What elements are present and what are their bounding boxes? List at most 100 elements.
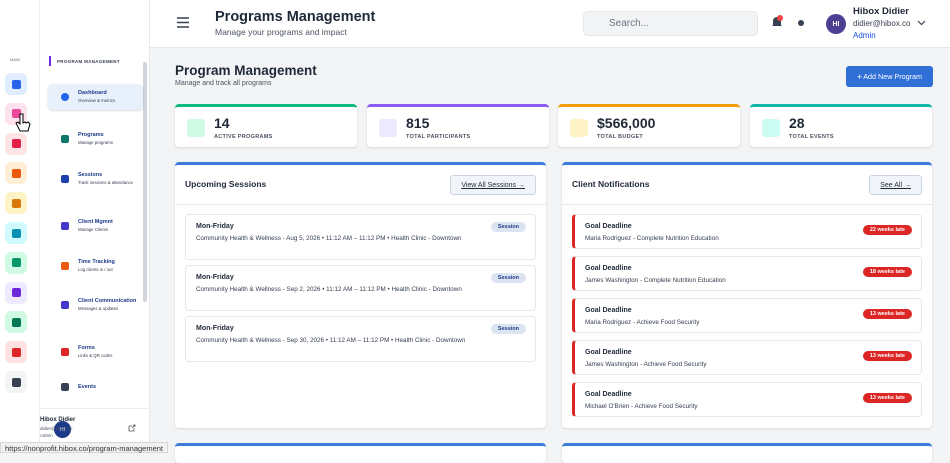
nav-title: Programs [78,132,104,138]
see-all-button[interactable]: See All → [869,175,922,195]
icon-rail: MAIN [0,0,40,453]
notification-title: Goal Deadline [585,349,632,356]
session-item[interactable]: Mon-Friday Community Health & Wellness - … [185,265,536,311]
nav-title: Dashboard [78,90,107,96]
user-name: Hibox Didier [853,6,909,17]
notification-detail: James Washington - Complete Nutrition Ed… [585,277,726,284]
rail-icon[interactable] [5,341,27,364]
nav-icon [61,92,69,101]
user-email: didier@hibox.co [40,426,73,431]
notification-title: Goal Deadline [585,265,632,272]
view-all-button[interactable]: View All Sessions → [450,175,536,195]
user-email: didier@hibox.co [853,19,911,28]
rail-icon[interactable] [5,311,27,334]
panel [175,443,546,463]
nav-title: Client Communication [78,298,137,304]
stat-label: TOTAL EVENTS [789,134,834,140]
user-role: Admin [40,433,53,438]
session-detail: Community Health & Wellness - Sep 2, 202… [196,286,462,293]
nav-item[interactable]: Dashboard Overview & metrics [48,84,143,110]
nav-icon [61,261,69,270]
notification-detail: Maria Rodriguez - Achieve Food Security [585,319,700,326]
rail-icon[interactable] [5,281,27,304]
nav-subtitle: Overview & metrics [78,98,116,103]
session-badge: Session [490,222,526,232]
notification-bell[interactable] [770,15,784,29]
stat-label: TOTAL PARTICIPANTS [406,134,471,140]
theme-toggle[interactable] [797,19,805,27]
plus-icon: + [857,71,863,82]
rail-icon[interactable] [5,222,27,244]
section-label: PROGRAM MANAGEMENT [57,59,120,64]
avatar[interactable]: HI [826,14,846,34]
session-item[interactable]: Mon-Friday Community Health & Wellness - … [185,316,536,362]
icon [11,228,21,238]
page-subtitle: Manage your programs and impact [215,27,347,37]
sessions-panel: Upcoming Sessions View All Sessions → Mo… [175,162,546,428]
notification-badge: 13 weeks late [862,393,912,403]
icon [11,258,21,268]
search-input[interactable]: Search... [583,11,758,36]
main-title: Program Management [175,63,317,78]
stat-value: 14 [214,115,230,131]
menu-toggle[interactable] [177,17,189,28]
rail-icon[interactable] [5,73,27,95]
icon [11,198,21,208]
notification-item: Goal Deadline Maria Rodriguez - Complete … [572,214,922,249]
nav-item[interactable]: Forms Links & QR codes [48,339,143,365]
rail-icon[interactable] [5,371,27,393]
notification-badge: 18 weeks late [862,267,912,277]
nav-item[interactable]: Time Tracking Log clients in / out [48,253,143,279]
sidebar-user: HI [40,408,150,453]
session-detail: Community Health & Wellness - Sep 30, 20… [196,337,466,344]
stat-label: ACTIVE PROGRAMS [214,134,273,140]
status-bar: https://nonprofit.hibox.co/program-manag… [0,442,169,453]
nav-item[interactable]: Programs Manage programs [48,126,143,152]
nav-icon [61,383,69,391]
add-program-button[interactable]: + Add New Program [846,66,933,87]
external-link-icon[interactable] [128,424,136,432]
user-name: Hibox Didier [40,417,76,423]
user-menu-caret[interactable] [917,20,926,26]
nav-subtitle: Messages & updates [78,306,119,311]
notification-item: Goal Deadline Michael O'Brien - Achieve F… [572,382,922,417]
user-role: Admin [853,31,876,40]
panel-title: Upcoming Sessions [185,179,267,189]
button-label: Add New Program [863,72,922,81]
rail-icon[interactable] [5,192,27,215]
notification-item: Goal Deadline Maria Rodriguez - Achieve F… [572,298,922,333]
stat-card: $566,000 TOTAL BUDGET [558,104,740,147]
notification-badge: 22 weeks late [862,225,912,235]
nav-item[interactable]: Client Communication Messages & updates [48,292,143,318]
stat-value: $566,000 [597,115,656,131]
rail-icon[interactable] [5,132,27,155]
icon [11,317,21,327]
nav-subtitle: Links & QR codes [78,353,113,358]
notification-title: Goal Deadline [585,307,632,314]
nav-item[interactable]: Events [48,378,143,396]
stat-card: 28 TOTAL EVENTS [750,104,932,147]
stat-label: TOTAL BUDGET [597,134,644,140]
nav-subtitle: Manage Clients [78,227,108,232]
page-title: Programs Management [215,9,376,25]
nav-icon [61,221,69,230]
session-item[interactable]: Mon-Friday Community Health & Wellness - … [185,214,536,260]
nav-item[interactable]: Sessions Track sessions & attendance [48,166,143,192]
rail-icon[interactable] [5,162,27,185]
panel-title: Client Notifications [572,179,650,189]
rail-icon[interactable] [5,251,27,274]
nav-subtitle: Log clients in / out [78,267,113,272]
header: Programs Management Manage your programs… [150,0,950,48]
nav-title: Time Tracking [78,259,115,265]
icon [11,168,21,178]
user-footer: Hibox Didier didier@hibox.co Admin [0,408,150,453]
notification-title: Goal Deadline [585,223,632,230]
nav-subtitle: Manage programs [78,140,113,145]
session-title: Mon-Friday [196,325,234,332]
nav-item[interactable]: Client Mgmnt Manage Clients [48,213,143,239]
icon [11,79,21,89]
main-subtitle: Manage and track all programs [175,80,272,87]
stat-icon [187,119,205,137]
